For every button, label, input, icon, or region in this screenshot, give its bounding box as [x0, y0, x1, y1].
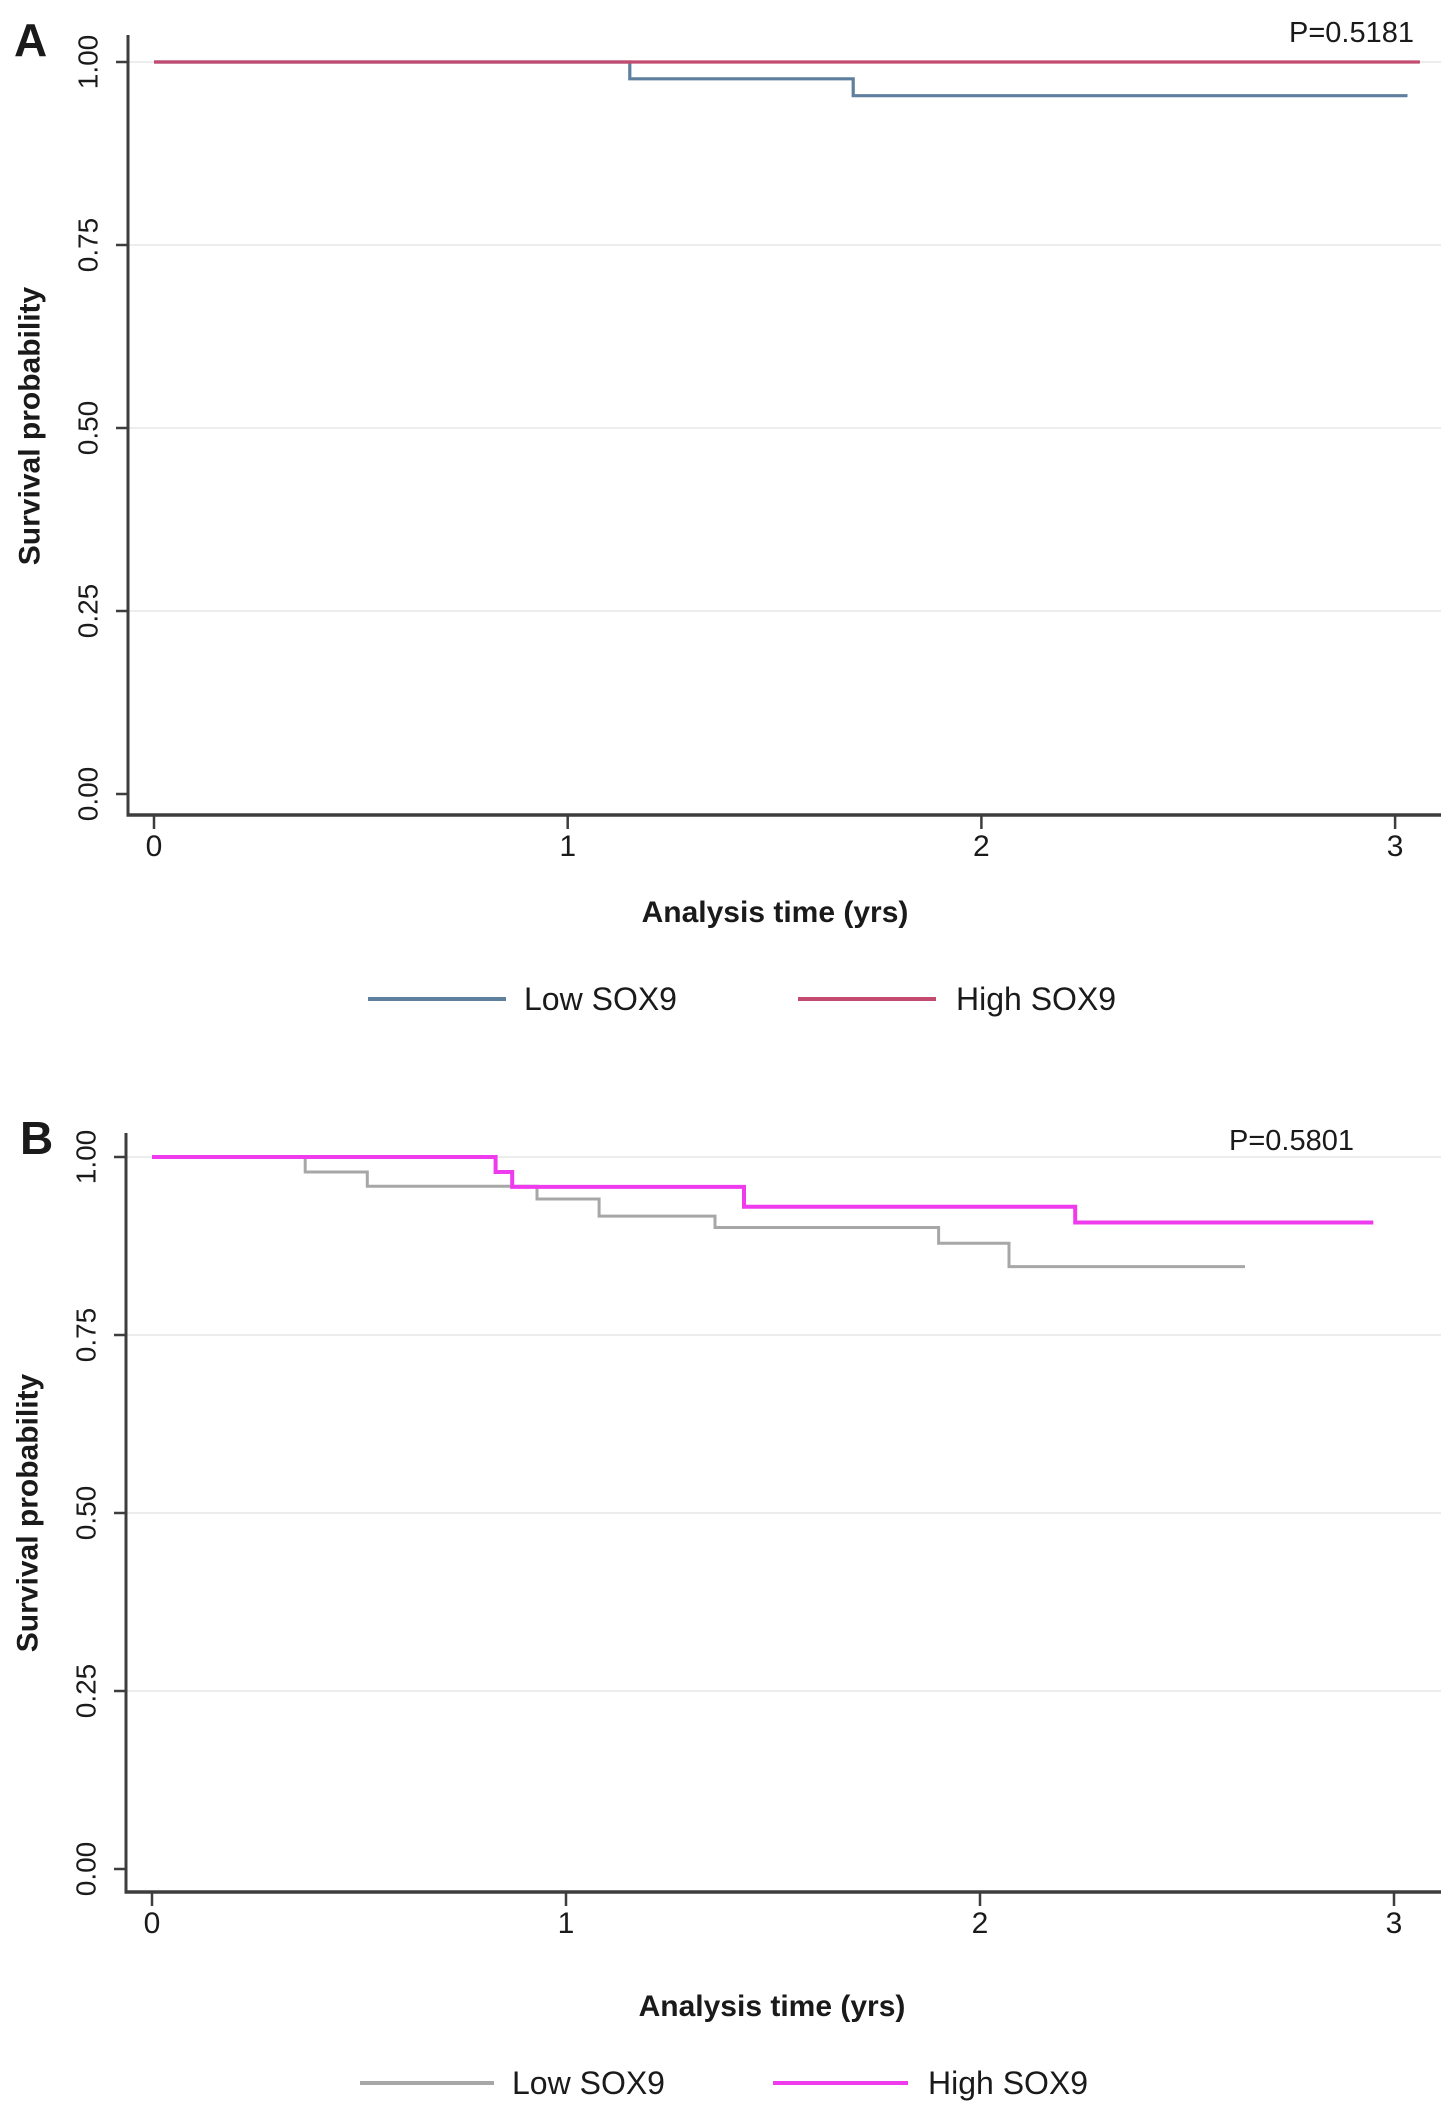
panel-a-y-tick-label-1: 1.00	[73, 35, 104, 90]
panel-b-curve-high-sox9	[152, 1155, 1374, 1225]
panel-b-y-tick-label-0.75: 0.75	[71, 1308, 102, 1363]
panel-b-x-tick-label-2: 2	[972, 1907, 989, 1940]
panel-a-curve-low-sox9	[154, 60, 1408, 98]
panel-b-legend-label-low-sox9: Low SOX9	[512, 2065, 665, 2101]
panel-b-curve-low-sox9	[152, 1155, 1245, 1269]
panel-b-legend-label-high-sox9: High SOX9	[928, 2065, 1088, 2101]
panel-a-y-tick-label-0.75: 0.75	[73, 218, 104, 273]
panel-b-p-value: P=0.5801	[1229, 1125, 1354, 1157]
panel-a: 0.00 0.25 0.50 0.75 1.00 0 1 2 3 A P=0.5181 Analysi…	[14, 14, 1441, 1017]
panel-b-y-tick-label-1: 1.00	[71, 1130, 102, 1185]
panel-a-x-tick-label-1: 1	[559, 830, 576, 863]
panel-a-x-axis-title: Analysis time (yrs)	[642, 896, 909, 929]
panel-b-y-tick-label-0.5: 0.50	[71, 1486, 102, 1541]
panel-a-y-tick-label-0.25: 0.25	[73, 584, 104, 639]
panel-b-y-axis-title: Survival probability	[12, 1373, 45, 1652]
panel-a-legend-label-high-sox9: High SOX9	[956, 981, 1116, 1017]
panel-a-y-tick-label-0: 0.00	[73, 767, 104, 822]
panel-b-x-tick-label-1: 1	[558, 1907, 575, 1940]
panel-b-legend: Low SOX9 High SOX9	[360, 2065, 1088, 2101]
panel-b-x-axis-title: Analysis time (yrs)	[639, 1990, 906, 2023]
panel-a-x-tick-label-2: 2	[973, 830, 990, 863]
panel-a-legend-label-low-sox9: Low SOX9	[524, 981, 677, 1017]
panel-a-legend: Low SOX9 High SOX9	[368, 981, 1116, 1017]
panel-a-p-value: P=0.5181	[1289, 17, 1414, 49]
panel-b-x-tick-label-3: 3	[1386, 1907, 1403, 1940]
panel-b-label: B	[20, 1112, 53, 1164]
panel-a-y-axis-title: Survival probability	[14, 286, 47, 565]
panel-a-x-tick-label-3: 3	[1387, 830, 1404, 863]
panel-a-label: A	[14, 14, 47, 66]
panel-b: 0.00 0.25 0.50 0.75 1.00 0 1 2 3 B P=0.5801 Analysi…	[12, 1112, 1441, 2101]
panel-a-y-tick-label-0.5: 0.50	[73, 401, 104, 456]
panel-b-x-tick-label-0: 0	[144, 1907, 161, 1940]
panel-b-y-tick-label-0.25: 0.25	[71, 1664, 102, 1719]
panel-b-y-tick-label-0: 0.00	[71, 1842, 102, 1897]
panel-a-x-tick-label-0: 0	[146, 830, 163, 863]
